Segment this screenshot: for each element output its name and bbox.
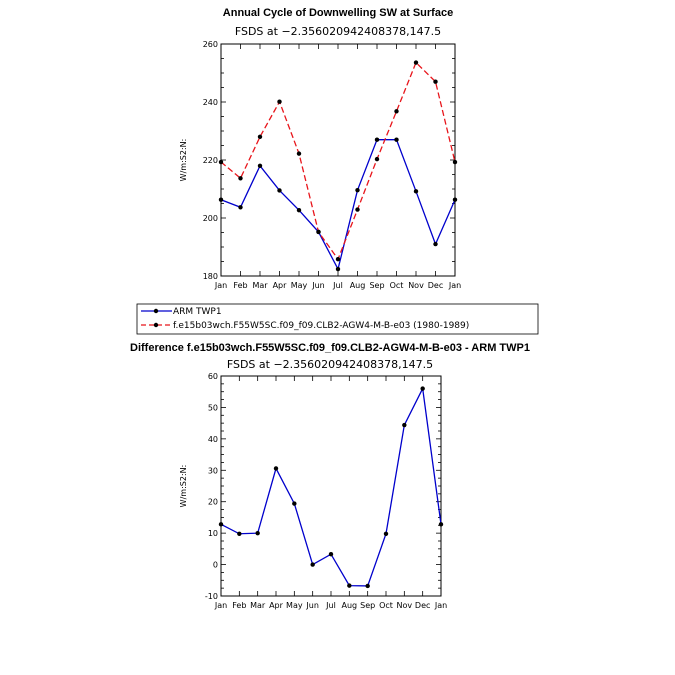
top-chart-xtick-label: Jan [448, 281, 461, 290]
top-chart-series-1-point [394, 109, 399, 114]
bottom-chart-series-0-point [310, 562, 315, 567]
legend-label-model: f.e15b03wch.F55W5SC.f09_f09.CLB2-AGW4-M-… [173, 321, 469, 331]
top-chart-series-0-point [257, 163, 263, 168]
legend-marker-arm [153, 308, 159, 314]
top-chart-series-1-point [296, 151, 302, 156]
bottom-chart-series-0-point [365, 583, 370, 589]
top-chart-xtick-label: Jul [332, 281, 343, 290]
bottom-chart-xtick-label: Jan [434, 601, 447, 610]
bottom-chart-xtick-label: Apr [269, 601, 284, 610]
top-chart-xtick-label: Nov [408, 281, 424, 290]
top-chart-ylabel: W/m:S2:N: [179, 139, 188, 182]
top-chart-ytick-label: 220 [203, 156, 218, 165]
bottom-chart-ytick-label: 10 [208, 529, 218, 538]
top-chart-series-1-point [335, 256, 341, 262]
bottom-chart-ytick-label: 50 [208, 403, 218, 412]
top-chart-xtick-label: Feb [233, 281, 247, 290]
bottom-chart-series-0-point [237, 531, 242, 536]
legend-marker-model [153, 322, 159, 328]
bottom-chart-xtick-label: Mar [250, 601, 266, 610]
bottom-chart-ylabel: W/m:S2:N: [179, 465, 188, 508]
top-chart-xtick-label: Jan [214, 281, 227, 290]
top-chart-series-0-point [374, 137, 380, 142]
top-chart-ytick-label: 180 [203, 272, 218, 281]
top-chart-xtick-label: Dec [428, 281, 443, 290]
bottom-chart-xtick-label: Jul [325, 601, 336, 610]
bottom-chart-ytick-label: 0 [213, 561, 218, 570]
top-chart-ytick-label: 200 [203, 214, 218, 223]
bottom-chart-xtick-label: Jan [214, 601, 227, 610]
bottom-chart-xtick-label: Jun [305, 601, 319, 610]
bottom-chart-title: Difference f.e15b03wch.F55W5SC.f09_f09.C… [130, 342, 530, 354]
bottom-chart-series-0-point [292, 501, 297, 506]
bottom-chart-xtick-label: Feb [232, 601, 246, 610]
bottom-chart-series-0-point [402, 422, 407, 428]
top-chart-ytick-label: 260 [203, 40, 218, 49]
bottom-chart-subtitle: FSDS at −2.356020942408378,147.5 [227, 358, 433, 371]
top-chart-series-1-point [277, 99, 282, 104]
bottom-chart-series-0-point [273, 466, 279, 471]
top-chart-subtitle: FSDS at −2.356020942408378,147.5 [235, 25, 441, 38]
bottom-chart-xtick-label: May [286, 601, 303, 610]
top-chart-series-1-point [433, 79, 438, 84]
top-chart-xtick-label: Oct [390, 281, 404, 290]
top-chart-series-1-point [452, 159, 458, 165]
top-chart-xtick-label: Apr [273, 281, 288, 290]
top-chart-series-0-point [394, 137, 399, 142]
bottom-chart-ytick-label: 20 [208, 498, 218, 507]
top-chart-title: Annual Cycle of Downwelling SW at Surfac… [223, 7, 453, 19]
top-chart-ytick-label: 240 [203, 98, 218, 107]
top-chart-series-0-point [452, 197, 458, 202]
top-chart-series-0-point [296, 207, 302, 213]
top-chart-xtick-label: Mar [252, 281, 268, 290]
top-chart-xtick-label: May [291, 281, 308, 290]
top-chart-plot: 180 200 220 240 260 Jan Feb Mar Apr May Jun Jul Aug S… [203, 40, 461, 290]
bottom-chart-series-0-point [420, 386, 425, 391]
bottom-chart-ytick-label: -10 [205, 592, 218, 601]
top-chart-series-1-point [238, 176, 243, 181]
bottom-chart-ytick-label: 30 [208, 466, 218, 475]
top-chart-series-0-point [413, 189, 419, 194]
bottom-chart-xtick-label: Sep [360, 601, 375, 610]
bottom-chart-xtick-label: Oct [379, 601, 393, 610]
bottom-chart-series-0-point [218, 522, 224, 527]
top-chart-series-1-point [355, 207, 360, 212]
top-chart-series-0-point [277, 188, 282, 193]
bottom-chart-series-0-point [255, 530, 260, 536]
top-chart-series-1-point [374, 156, 380, 162]
top-chart-series-0-point [218, 197, 224, 202]
bottom-chart-plot: -10 0 10 20 30 40 50 60 Jan Feb Mar Apr May Jun Jul Aug… [205, 372, 447, 610]
bottom-chart-series-0-point [383, 531, 389, 536]
bottom-chart-ytick-label: 60 [208, 372, 218, 381]
top-chart-series-1-point [218, 159, 224, 165]
bottom-chart-xtick-label: Dec [415, 601, 430, 610]
legend-label-arm: ARM TWP1 [173, 307, 222, 317]
top-chart-series-1-point [257, 134, 263, 139]
legend-box [136, 303, 539, 335]
top-chart-series-0-point [355, 187, 360, 193]
bottom-chart-series-0-point [328, 552, 334, 557]
top-chart-xtick-label: Jun [311, 281, 325, 290]
top-chart-series-0-point [433, 241, 438, 247]
top-chart-xtick-label: Sep [369, 281, 384, 290]
legend: ARM TWP1 f.e15b03wch.F55W5SC.f09_f09.CLB… [136, 303, 539, 335]
bottom-chart-series-0-point [347, 583, 352, 588]
bottom-chart: Difference f.e15b03wch.F55W5SC.f09_f09.C… [130, 342, 530, 610]
bottom-chart-xtick-label: Aug [342, 601, 358, 610]
top-chart-series-0-point [335, 266, 341, 272]
top-chart-xtick-label: Aug [350, 281, 366, 290]
bottom-chart-series-0-point [438, 522, 444, 527]
top-chart-series-1-point [316, 229, 321, 235]
top-chart: Annual Cycle of Downwelling SW at Surfac… [179, 7, 461, 290]
top-chart-series-1-point [413, 60, 419, 65]
bottom-chart-ytick-label: 40 [208, 435, 218, 444]
bottom-chart-xtick-label: Nov [397, 601, 413, 610]
top-chart-series-0-point [238, 205, 243, 210]
